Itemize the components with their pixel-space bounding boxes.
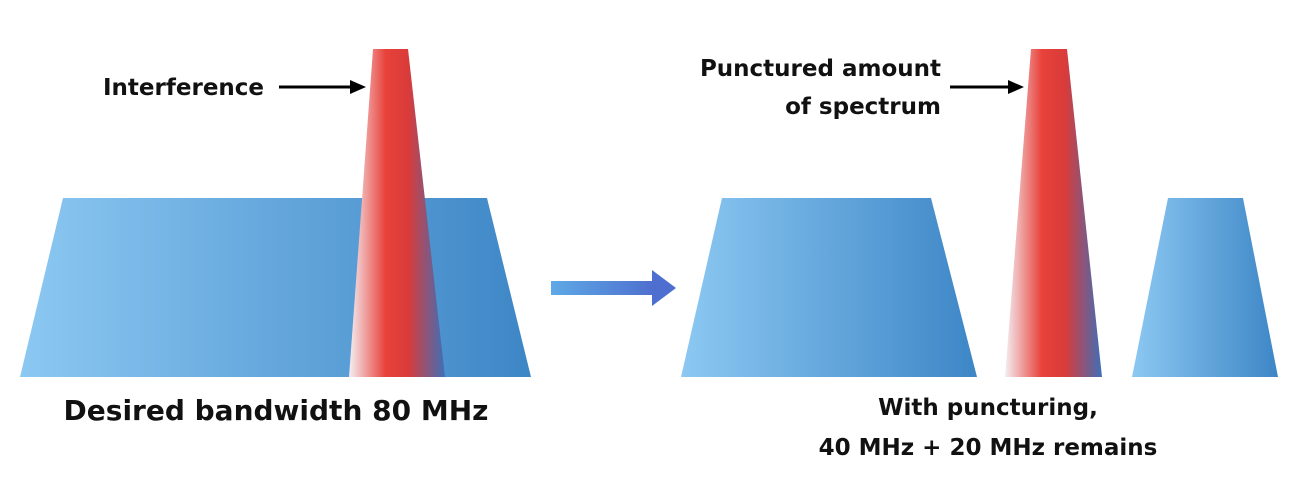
- right-panel: Punctured amount of spectrum With punctu…: [681, 49, 1278, 461]
- puncturing-caption-line2: 40 MHz + 20 MHz remains: [819, 435, 1158, 461]
- puncturing-caption-line1: With puncturing,: [878, 395, 1098, 421]
- interference-arrow: [279, 80, 366, 94]
- left-panel: Interference Desired bandwidth 80 MHz: [20, 49, 531, 427]
- punctured-label-line1: Punctured amount: [700, 56, 941, 82]
- punctured-spectrum-spike: [1005, 49, 1102, 377]
- remaining-20mhz-block: [1132, 198, 1278, 377]
- interference-spike: [349, 49, 445, 377]
- punctured-arrow: [950, 80, 1024, 94]
- transition-arrow: [551, 270, 676, 306]
- desired-bandwidth-block: [20, 198, 531, 377]
- interference-label: Interference: [103, 75, 264, 101]
- desired-bandwidth-caption: Desired bandwidth 80 MHz: [64, 394, 489, 427]
- punctured-label-line2: of spectrum: [785, 94, 941, 120]
- remaining-40mhz-block: [681, 198, 977, 377]
